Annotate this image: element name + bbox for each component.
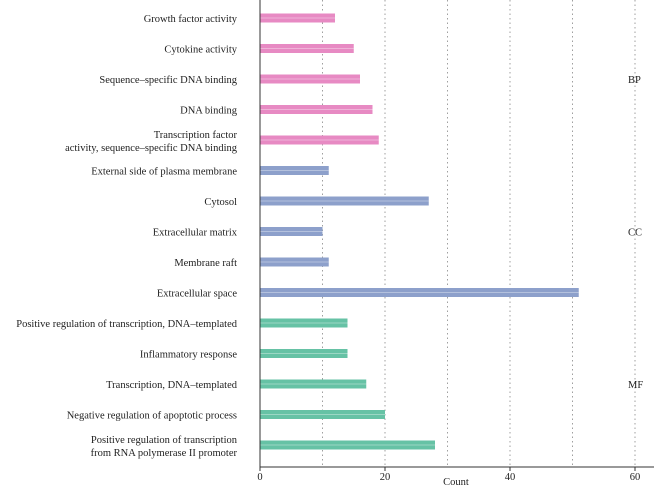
x-tick-label: 20 [380, 472, 391, 483]
bar-bp-1 [260, 44, 354, 53]
x-tick-labels: 0 20 40 60 [257, 467, 640, 483]
bars [260, 13, 579, 450]
group-label-mf: MF [628, 380, 643, 391]
category-label: Cytosol [204, 197, 237, 208]
category-label: Positive regulation of transcription from… [91, 435, 238, 459]
bar-mf-4 [260, 440, 435, 450]
bar-bp-2 [260, 74, 360, 84]
x-tick-label: 0 [257, 472, 262, 483]
category-label: Transcription factor activity, sequence–s… [65, 130, 238, 154]
x-axis-title: Count [443, 477, 469, 488]
group-labels: BP CC MF [628, 75, 643, 391]
category-label: Membrane raft [174, 258, 237, 269]
grid-lines [322, 0, 636, 467]
category-label: External side of plasma membrane [91, 167, 237, 178]
category-label: DNA binding [180, 106, 238, 117]
category-label: Negative regulation of apoptotic process [67, 411, 237, 422]
bar-mf-1 [260, 349, 348, 358]
bar-bp-3 [260, 105, 373, 114]
bar-mf-0 [260, 318, 348, 328]
bar-cc-2 [260, 227, 323, 236]
category-label: Sequence–specific DNA binding [99, 75, 237, 86]
category-label: Extracellular matrix [153, 228, 238, 239]
bar-cc-1 [260, 196, 429, 206]
axes [259, 0, 654, 468]
bar-cc-0 [260, 166, 329, 175]
group-label-cc: CC [628, 228, 642, 239]
category-label: Positive regulation of transcription, DN… [16, 319, 237, 330]
bar-cc-4 [260, 288, 579, 297]
bar-mf-2 [260, 379, 367, 389]
category-label: Transcription, DNA–templated [106, 380, 238, 391]
group-label-bp: BP [628, 75, 641, 86]
x-tick-label: 60 [630, 472, 641, 483]
category-label: Extracellular space [157, 289, 237, 300]
bar-mf-3 [260, 410, 385, 419]
category-label: Inflammatory response [140, 350, 237, 361]
x-tick-label: 40 [505, 472, 516, 483]
category-label: Growth factor activity [144, 14, 238, 25]
category-labels: Growth factor activity Cytokine activity S… [16, 14, 238, 459]
bar-bp-4 [260, 135, 379, 145]
bar-bp-0 [260, 13, 335, 23]
bar-cc-3 [260, 257, 329, 267]
category-label: Cytokine activity [164, 45, 237, 56]
